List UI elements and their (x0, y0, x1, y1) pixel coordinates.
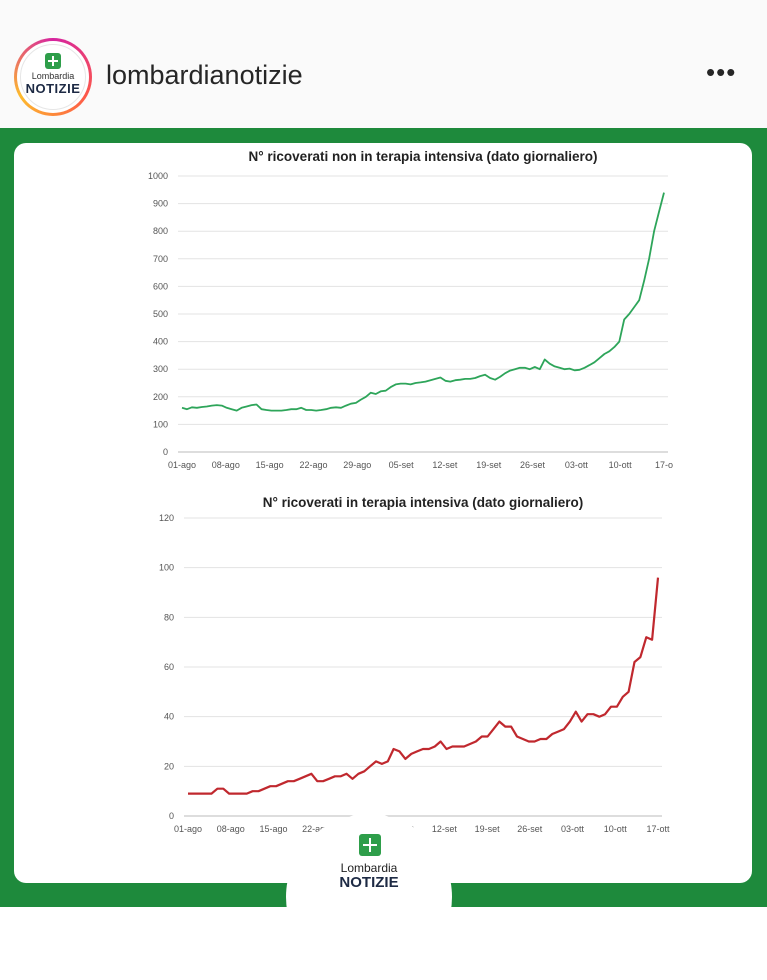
chart-1-x-tick-label: 22-ago (299, 460, 327, 470)
chart-2-x-tick-label: 15-ago (259, 824, 287, 834)
chart-1-title: N° ricoverati non in terapia intensiva (… (249, 149, 598, 164)
chart-2-y-tick-label: 80 (164, 612, 174, 622)
chart-2-x-tick-label: 08-ago (217, 824, 245, 834)
chart-2-x-tick-label: 01-ago (174, 824, 202, 834)
chart-1-y-tick-label: 900 (153, 199, 168, 209)
chart-2-x-tick-label: 03-ott (561, 824, 585, 834)
chart-1-x-tick-label: 12-set (432, 460, 458, 470)
chart-1-y-tick-label: 100 (153, 419, 168, 429)
chart-1-y-tick-label: 1000 (148, 171, 168, 181)
chart-1-y-tick-label: 600 (153, 281, 168, 291)
chart-1-x-tick-label: 05-set (389, 460, 415, 470)
avatar-logo: Lombardia NOTIZIE (17, 41, 89, 113)
chart-1-x-tick-label: 03-ott (565, 460, 589, 470)
chart-1-x-tick-label: 08-ago (212, 460, 240, 470)
chart-1-y-tick-label: 500 (153, 309, 168, 319)
lombardia-notizie-badge: Lombardia NOTIZIE (286, 814, 452, 980)
chart-2-title: N° ricoverati in terapia intensiva (dato… (263, 495, 583, 510)
chart-2-x-tick-label: 17-ott (646, 824, 670, 834)
avatar-text-notizie: NOTIZIE (25, 81, 81, 96)
chart-2-y-tick-label: 40 (164, 712, 174, 722)
chart-1-y-tick-label: 700 (153, 254, 168, 264)
chart-1-x-tick-label: 26-set (520, 460, 546, 470)
chart-1-x-tick-label: 17-o (655, 460, 673, 470)
lombardia-logo-icon (359, 834, 381, 856)
chart-2-y-tick-label: 60 (164, 662, 174, 672)
chart-1-x-tick-label: 01-ago (168, 460, 196, 470)
chart-1-x-tick-label: 19-set (476, 460, 502, 470)
chart-1-x-tick-label: 15-ago (256, 460, 284, 470)
charts-svg: N° ricoverati non in terapia intensiva (… (148, 149, 673, 834)
chart-2-x-tick-label: 26-set (517, 824, 543, 834)
chart-1-x-tick-label: 29-ago (343, 460, 371, 470)
chart-2-x-tick-label: 19-set (475, 824, 501, 834)
chart-1-x-tick-label: 10-ott (609, 460, 633, 470)
avatar[interactable]: Lombardia NOTIZIE (14, 38, 92, 116)
badge-text-notizie: NOTIZIE (339, 874, 399, 891)
chart-2-x-tick-label: 10-ott (604, 824, 628, 834)
chart-2-x-tick-label: 12-set (432, 824, 458, 834)
chart-2-y-tick-label: 20 (164, 761, 174, 771)
avatar-text-lombardia: Lombardia (31, 71, 75, 81)
chart-1-series-line (181, 192, 665, 412)
chart-1-y-tick-label: 200 (153, 392, 168, 402)
chart-2-series-line (188, 577, 660, 795)
chart-1-y-tick-label: 400 (153, 337, 168, 347)
post-header: Lombardia NOTIZIE lombardianotizie ••• (0, 0, 767, 128)
username[interactable]: lombardianotizie (106, 60, 303, 90)
chart-2-y-tick-label: 0 (169, 811, 174, 821)
chart-2-y-tick-label: 100 (159, 563, 174, 573)
chart-card: N° ricoverati non in terapia intensiva (… (14, 143, 752, 883)
badge-text-lombardia: Lombardia (340, 861, 398, 875)
chart-2-x-tick-label: 22-ago (302, 824, 330, 834)
lombardia-logo-icon (45, 53, 61, 69)
post-image-frame: N° ricoverati non in terapia intensiva (… (0, 128, 767, 980)
chart-1-y-tick-label: 800 (153, 226, 168, 236)
more-options-icon[interactable]: ••• (706, 57, 737, 87)
chart-2-y-tick-label: 120 (159, 513, 174, 523)
chart-1-y-tick-label: 300 (153, 364, 168, 374)
chart-1-y-tick-label: 0 (163, 447, 168, 457)
